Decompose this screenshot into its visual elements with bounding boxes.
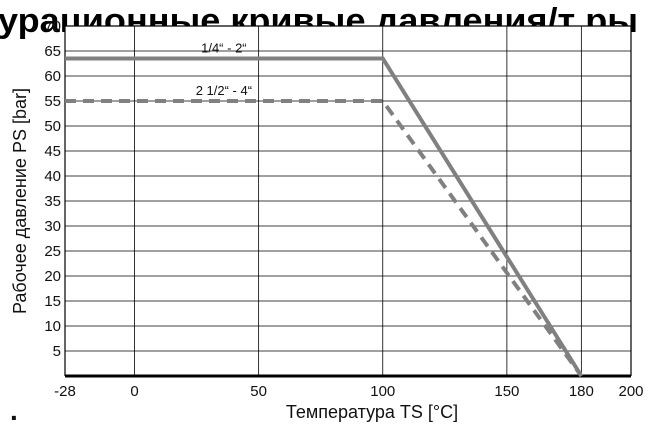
y-tick-label: 70 [44,18,61,35]
x-tick-label: 180 [569,383,594,400]
x-tick-label: -28 [54,383,76,400]
series-label-2: 2 1/2“ - 4“ [196,83,252,98]
x-tick-label: 0 [130,383,138,400]
y-tick-label: 35 [44,193,61,210]
x-tick-label: 150 [494,383,519,400]
y-tick-label: 30 [44,218,61,235]
y-tick-label: 5 [53,343,61,360]
tick-labels: 5 10 15 20 25 30 35 40 45 50 55 60 65 70 -28 0 50 100 150 1… [44,18,643,400]
y-tick-label: 60 [44,68,61,85]
y-tick-label: 40 [44,168,61,185]
x-tick-label: 50 [250,383,267,400]
footer-mark: . [10,395,18,426]
series-group [65,56,584,378]
y-tick-label: 10 [44,318,61,335]
y-tick-label: 65 [44,43,61,60]
y-tick-label: 15 [44,293,61,310]
grid [65,25,631,376]
x-tick-label: 100 [370,383,395,400]
x-tick-label: 200 [618,383,643,400]
y-tick-label: 20 [44,268,61,285]
series-label-1: 1/4“ - 2“ [201,41,247,56]
y-tick-label: 25 [44,243,61,260]
series-line-1 [65,56,584,378]
series-line-2 [65,99,584,378]
y-tick-label: 55 [44,93,61,110]
y-tick-label: 50 [44,118,61,135]
y-tick-label: 45 [44,143,61,160]
axes [64,25,632,378]
x-axis-title: Температура TS [°C] [286,402,458,422]
y-axis-title: Рабочее давление PS [bar] [10,88,30,314]
